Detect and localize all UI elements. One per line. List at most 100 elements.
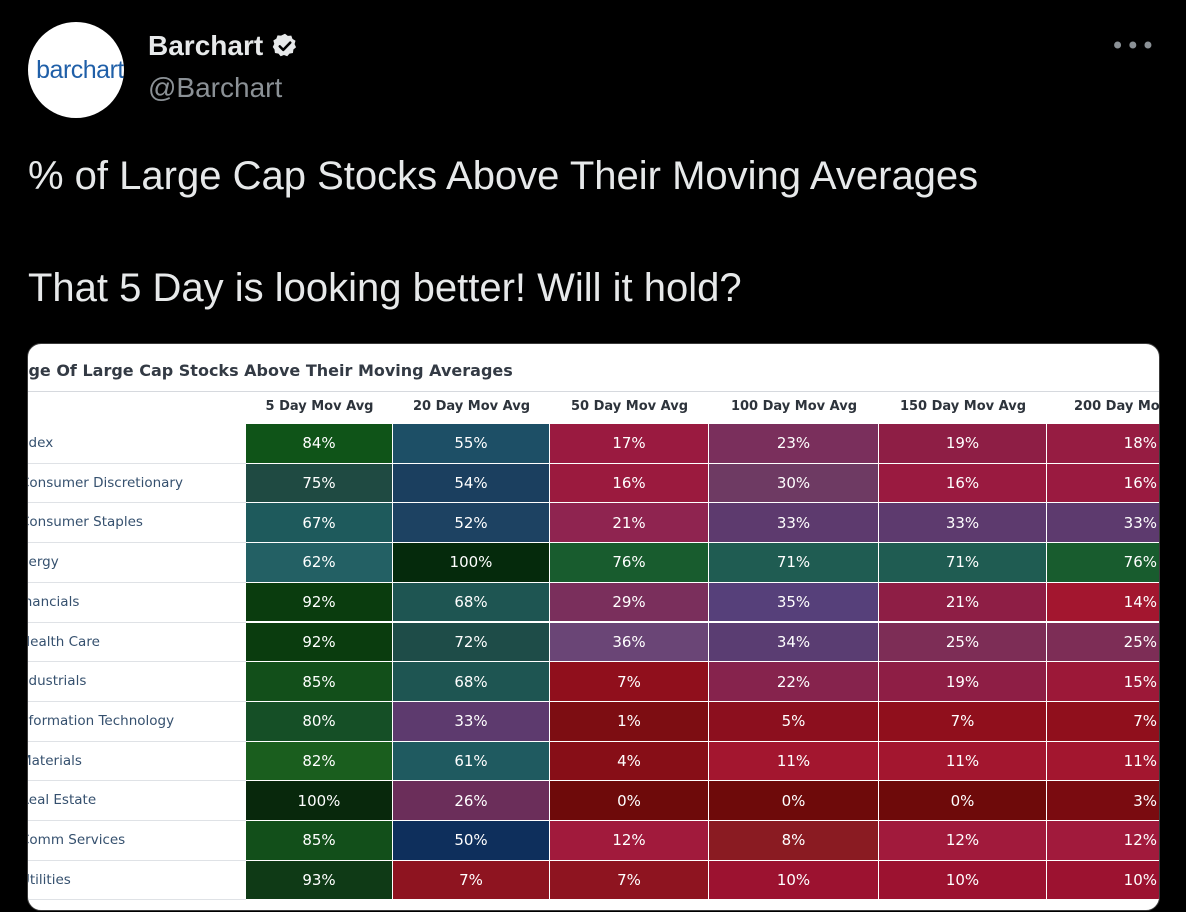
table-cell: 8% [709, 821, 879, 861]
table-cell: 1% [550, 701, 709, 742]
table-cell: 21% [550, 503, 709, 544]
column-header: 100 Day Mov Avg [730, 399, 858, 414]
table-cell: 19% [879, 662, 1047, 702]
table-cell: 5% [709, 701, 879, 742]
column-header: 20 Day Mov Avg [412, 399, 531, 414]
table-cell: 11% [1047, 741, 1159, 782]
row-label: Utilities [28, 871, 71, 888]
table-cell: 61% [393, 741, 550, 782]
table-cell: 11% [709, 741, 879, 782]
table-cell: 50% [393, 821, 550, 861]
table-cell: 10% [879, 860, 1047, 901]
table-cell: 68% [393, 582, 550, 623]
column-header: 200 Day Mov [1074, 399, 1160, 414]
table-cell: 76% [550, 543, 709, 583]
row-label: Health Care [27, 633, 100, 650]
table-cell: 33% [709, 503, 879, 544]
row-divider [28, 740, 246, 742]
tweet-text-line-1: % of Large Cap Stocks Above Their Moving… [28, 154, 979, 198]
table-cell: 82% [246, 741, 393, 782]
table-cell: 68% [393, 662, 550, 702]
table-cell: 11% [879, 741, 1047, 782]
row-label: Materials [28, 752, 82, 769]
table-cell: 33% [393, 701, 550, 742]
table-cell: 15% [1047, 662, 1159, 702]
table-cell: 34% [709, 622, 879, 663]
table-cell: 0% [550, 781, 709, 821]
more-options-button[interactable]: ••• [1111, 32, 1156, 60]
column-header: 150 Day Mov Avg [899, 399, 1027, 414]
row-divider [28, 542, 246, 544]
table-cell: 67% [246, 503, 393, 544]
row-divider [28, 780, 246, 782]
table-cell: 19% [879, 424, 1047, 464]
more-horizontal-icon: ••• [1110, 32, 1156, 60]
table-cell: 92% [246, 622, 393, 663]
verified-badge-icon [272, 33, 297, 57]
table-cell: 35% [709, 582, 879, 623]
row-divider [28, 661, 246, 663]
table-cell: 16% [1047, 463, 1159, 504]
table-cell: 52% [393, 503, 550, 544]
table-cell: 7% [550, 662, 709, 702]
row-divider [28, 502, 246, 504]
row-divider [28, 581, 246, 583]
table-cell: 71% [879, 543, 1047, 583]
table-cell: 12% [1047, 821, 1159, 861]
table-cell: 16% [879, 463, 1047, 504]
author-handle[interactable]: @Barchart [148, 72, 283, 103]
row-divider [28, 899, 246, 901]
row-label: ndex [28, 435, 54, 451]
table-cell: 21% [879, 582, 1047, 623]
table-cell: 85% [246, 662, 393, 702]
table-cell: 26% [393, 781, 550, 821]
row-divider [28, 859, 246, 861]
tweet-text-line-2: That 5 Day is looking better! Will it ho… [28, 266, 742, 310]
table-cell: 75% [246, 463, 393, 504]
column-header: 50 Day Mov Avg [570, 399, 689, 414]
row-divider [28, 621, 246, 623]
table-cell: 80% [246, 701, 393, 742]
table-cell: 0% [709, 781, 879, 821]
row-divider [28, 700, 246, 702]
table-cell: 29% [550, 582, 709, 623]
row-label: ndustrials [28, 673, 87, 690]
table-cell: 10% [709, 860, 879, 901]
table-cell: 12% [879, 821, 1047, 861]
row-label: Real Estate [27, 792, 97, 809]
row-label: Comm Services [27, 832, 126, 848]
table-cell: 22% [709, 662, 879, 702]
table-cell: 7% [550, 860, 709, 901]
table-cell: 23% [709, 424, 879, 464]
table-cell: 25% [879, 622, 1047, 663]
table-cell: 100% [393, 543, 550, 583]
table-cell: 71% [709, 543, 879, 583]
table-cell: 16% [550, 463, 709, 504]
display-name[interactable]: Barchart [148, 30, 264, 61]
title-divider [28, 391, 1159, 392]
row-divider [28, 462, 246, 464]
column-header: 5 Day Mov Avg [265, 399, 374, 414]
avatar-logo-text: barchart [36, 55, 124, 84]
row-label: inancials [28, 593, 80, 610]
table-cell: 7% [393, 860, 550, 901]
row-label: nformation Technology [27, 712, 175, 729]
row-label: Consumer Staples [27, 514, 143, 531]
table-cell: 33% [1047, 503, 1159, 544]
table-cell: 54% [393, 463, 550, 504]
table-cell: 18% [1047, 424, 1159, 464]
profile-avatar[interactable]: barchart [28, 22, 124, 118]
table-cell: 12% [550, 821, 709, 861]
table-cell: 62% [246, 543, 393, 583]
table-cell: 3% [1047, 781, 1159, 821]
table-cell: 7% [879, 701, 1047, 742]
tweet-image[interactable]: tage Of Large Cap Stocks Above Their Mov… [27, 343, 1160, 911]
table-cell: 4% [550, 741, 709, 782]
table-cell: 93% [246, 860, 393, 901]
table-cell: 36% [550, 622, 709, 663]
table-cell: 14% [1047, 582, 1159, 623]
table-cell: 72% [393, 622, 550, 663]
table-cell: 84% [246, 424, 393, 464]
table-cell: 10% [1047, 860, 1159, 901]
table-cell: 0% [879, 781, 1047, 821]
